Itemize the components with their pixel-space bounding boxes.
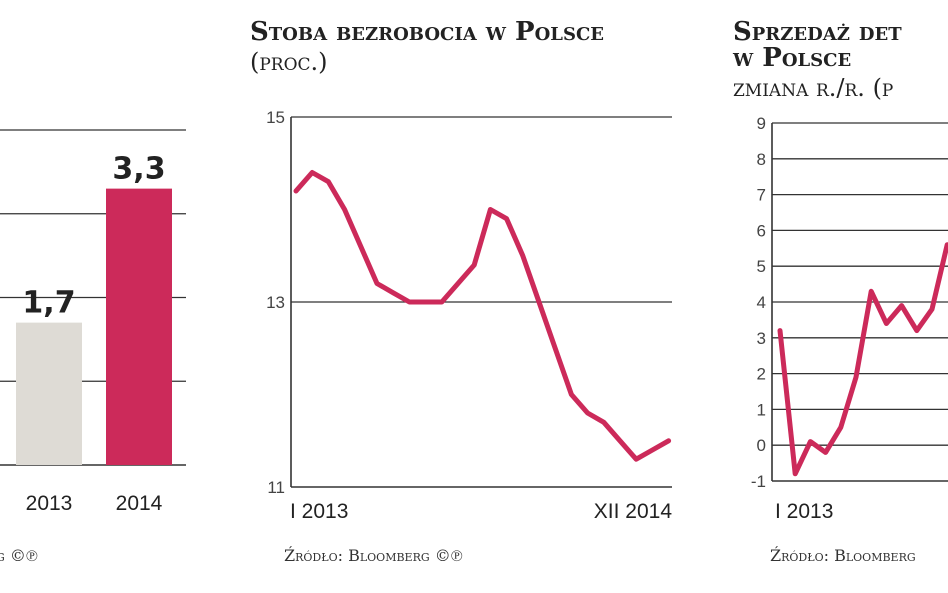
- bar-x-tick-label: 2014: [116, 492, 163, 515]
- retail-sales-subtitle: zmiana r./r. (p: [733, 74, 893, 102]
- retail-sales-chart: Sprzedaż det w Polsce zmiana r./r. (p 9 8…: [732, 17, 948, 565]
- retail-sales-y-tick-label: -1: [751, 472, 766, 491]
- retail-sales-title-line2: w Polsce: [732, 43, 851, 73]
- unemployment-title: Stoba bezrobocia w Polsce: [250, 17, 604, 47]
- bar-2014: [106, 188, 172, 465]
- retail-sales-y-tick-label: 6: [757, 221, 766, 240]
- bar-x-tick-labels: 2013 2014: [26, 492, 163, 515]
- retail-sales-x-start-label: I 2013: [775, 500, 833, 523]
- bar-chart: 1,7 3,3 2013 2014 g ©℗: [0, 129, 186, 565]
- unemployment-x-end-label: XII 2014: [594, 500, 673, 523]
- retail-sales-gridlines: [771, 122, 948, 482]
- unemployment-chart: Stoba bezrobocia w Polsce (proc.) 15 13 11…: [250, 17, 672, 565]
- retail-sales-y-tick-label: 0: [757, 436, 766, 455]
- retail-sales-y-tick-label: 7: [757, 186, 766, 205]
- bar-x-tick-label: 2013: [26, 492, 73, 515]
- retail-sales-y-tick-label: 8: [757, 150, 766, 169]
- retail-sales-y-tick-label: 2: [757, 365, 766, 384]
- bar-2013: [16, 322, 82, 465]
- unemployment-series-line: [293, 170, 672, 462]
- unemployment-y-tick-labels: 15 13 11: [266, 108, 285, 497]
- unemployment-y-tick-label: 13: [266, 293, 285, 312]
- unemployment-x-start-label: I 2013: [290, 500, 348, 523]
- retail-sales-y-tick-label: 5: [757, 257, 766, 276]
- retail-sales-y-tick-label: 1: [757, 400, 766, 419]
- retail-sales-series-line: [777, 242, 948, 477]
- unemployment-gridlines: [290, 116, 672, 488]
- unemployment-y-tick-label: 15: [266, 108, 285, 127]
- bar-value-label: 3,3: [112, 152, 165, 187]
- retail-sales-source: Źródło: Bloomberg: [770, 545, 916, 565]
- unemployment-y-tick-label: 11: [267, 478, 285, 497]
- retail-sales-y-tick-label: 4: [757, 293, 766, 312]
- unemployment-subtitle: (proc.): [250, 48, 328, 76]
- bar-value-label: 1,7: [22, 286, 75, 321]
- retail-sales-y-tick-labels: 9 8 7 6 5 4 3 2 1 0 -1: [751, 114, 766, 491]
- bar-series: [16, 188, 172, 465]
- unemployment-source: Źródło: Bloomberg ©℗: [284, 545, 463, 565]
- bar-source: g ©℗: [0, 546, 38, 565]
- retail-sales-title: Sprzedaż det: [733, 17, 902, 47]
- retail-sales-y-tick-label: 3: [757, 329, 766, 348]
- bar-value-labels: 1,7 3,3: [22, 152, 165, 321]
- retail-sales-y-tick-label: 9: [757, 114, 766, 133]
